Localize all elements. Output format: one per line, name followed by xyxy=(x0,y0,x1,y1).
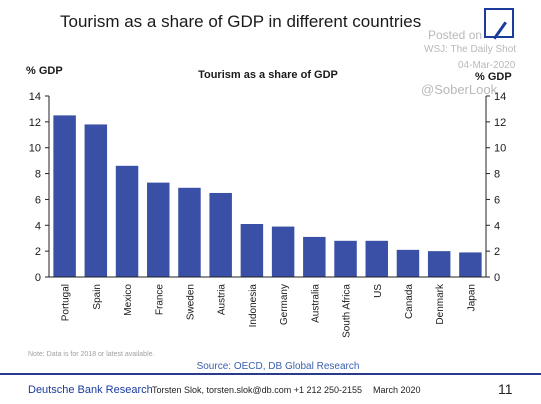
x-tick-label: Germany xyxy=(279,284,290,325)
slide-title: Tourism as a share of GDP in different c… xyxy=(60,12,422,31)
bar xyxy=(240,223,264,277)
bar xyxy=(303,236,326,277)
bar xyxy=(334,240,357,277)
bar xyxy=(459,252,482,277)
y-tick-label-right: 2 xyxy=(494,246,500,258)
y-tick-label-left: 6 xyxy=(35,194,41,206)
bar xyxy=(147,182,170,277)
bar xyxy=(178,187,201,277)
y-tick-label-left: 0 xyxy=(35,272,41,284)
x-tick-label: Indonesia xyxy=(248,284,259,328)
x-tick-label: South Africa xyxy=(342,284,353,338)
y-tick-label-right: 14 xyxy=(494,91,506,103)
y-tick-label-right: 4 xyxy=(494,220,500,232)
bar xyxy=(271,226,295,277)
y-tick-label-right: 12 xyxy=(494,117,506,129)
y-axis-label-left: % GDP xyxy=(26,65,63,77)
y-tick-label-left: 2 xyxy=(35,246,41,258)
x-tick-label: Sweden xyxy=(185,284,196,320)
footer-brand: Deutsche Bank Research xyxy=(28,384,153,396)
x-tick-label: US xyxy=(373,284,384,298)
bars xyxy=(53,115,482,278)
footer-rule xyxy=(0,373,541,375)
y-tick-label-right: 10 xyxy=(494,143,506,155)
watermark-source: WSJ: The Daily Shot xyxy=(424,44,517,55)
y-tick-label-left: 10 xyxy=(29,143,41,155)
x-tick-label: France xyxy=(154,284,165,316)
bar xyxy=(209,192,232,277)
x-labels: Portugal Spain Mexico France Sweden Austria In… xyxy=(61,283,478,338)
x-tick-label: Australia xyxy=(310,284,321,323)
chart-title: Tourism as a share of GDP xyxy=(198,69,338,81)
y-axis-label-right: % GDP xyxy=(475,71,512,83)
y-tick-label-right: 0 xyxy=(494,272,500,284)
x-tick-label: Canada xyxy=(404,284,415,319)
footer-date: March 2020 xyxy=(373,385,421,395)
bar-chart: Tourism as a share of GDP % GDP % GDP 0 2… xyxy=(26,65,512,372)
bar xyxy=(365,240,388,277)
y-tick-label-left: 12 xyxy=(29,117,41,129)
bar xyxy=(84,124,108,277)
chart-source: Source: OECD, DB Global Research xyxy=(197,361,360,372)
x-tick-label: Denmark xyxy=(435,283,446,325)
bar xyxy=(115,165,139,277)
y-tick-label-right: 6 xyxy=(494,194,500,206)
y-ticks-left: 0 2 4 6 8 10 12 14 xyxy=(29,91,49,284)
chart-note: Note: Data is for 2018 or latest availab… xyxy=(28,351,155,358)
y-tick-label-left: 4 xyxy=(35,220,41,232)
bar xyxy=(427,251,451,277)
x-tick-label: Spain xyxy=(92,284,103,310)
y-ticks-right: 0 2 4 6 8 10 12 14 xyxy=(486,91,506,284)
x-tick-label: Portugal xyxy=(61,284,72,321)
page-number: 11 xyxy=(498,381,513,397)
y-tick-label-right: 8 xyxy=(494,169,500,181)
x-tick-label: Austria xyxy=(217,284,228,316)
watermark-posted: Posted on xyxy=(428,28,483,42)
x-tick-label: Mexico xyxy=(123,284,134,316)
watermark-handle: @SoberLook xyxy=(421,82,498,97)
deutsche-bank-logo xyxy=(484,8,514,40)
y-tick-label-left: 14 xyxy=(29,91,41,103)
x-tick-label: Japan xyxy=(466,284,477,311)
y-tick-label-left: 8 xyxy=(35,169,41,181)
watermark-date: 04-Mar-2020 xyxy=(458,60,516,71)
bar xyxy=(53,115,76,278)
bar xyxy=(396,249,420,277)
footer-contact: Torsten Slok, torsten.slok@db.com +1 212… xyxy=(152,385,363,395)
